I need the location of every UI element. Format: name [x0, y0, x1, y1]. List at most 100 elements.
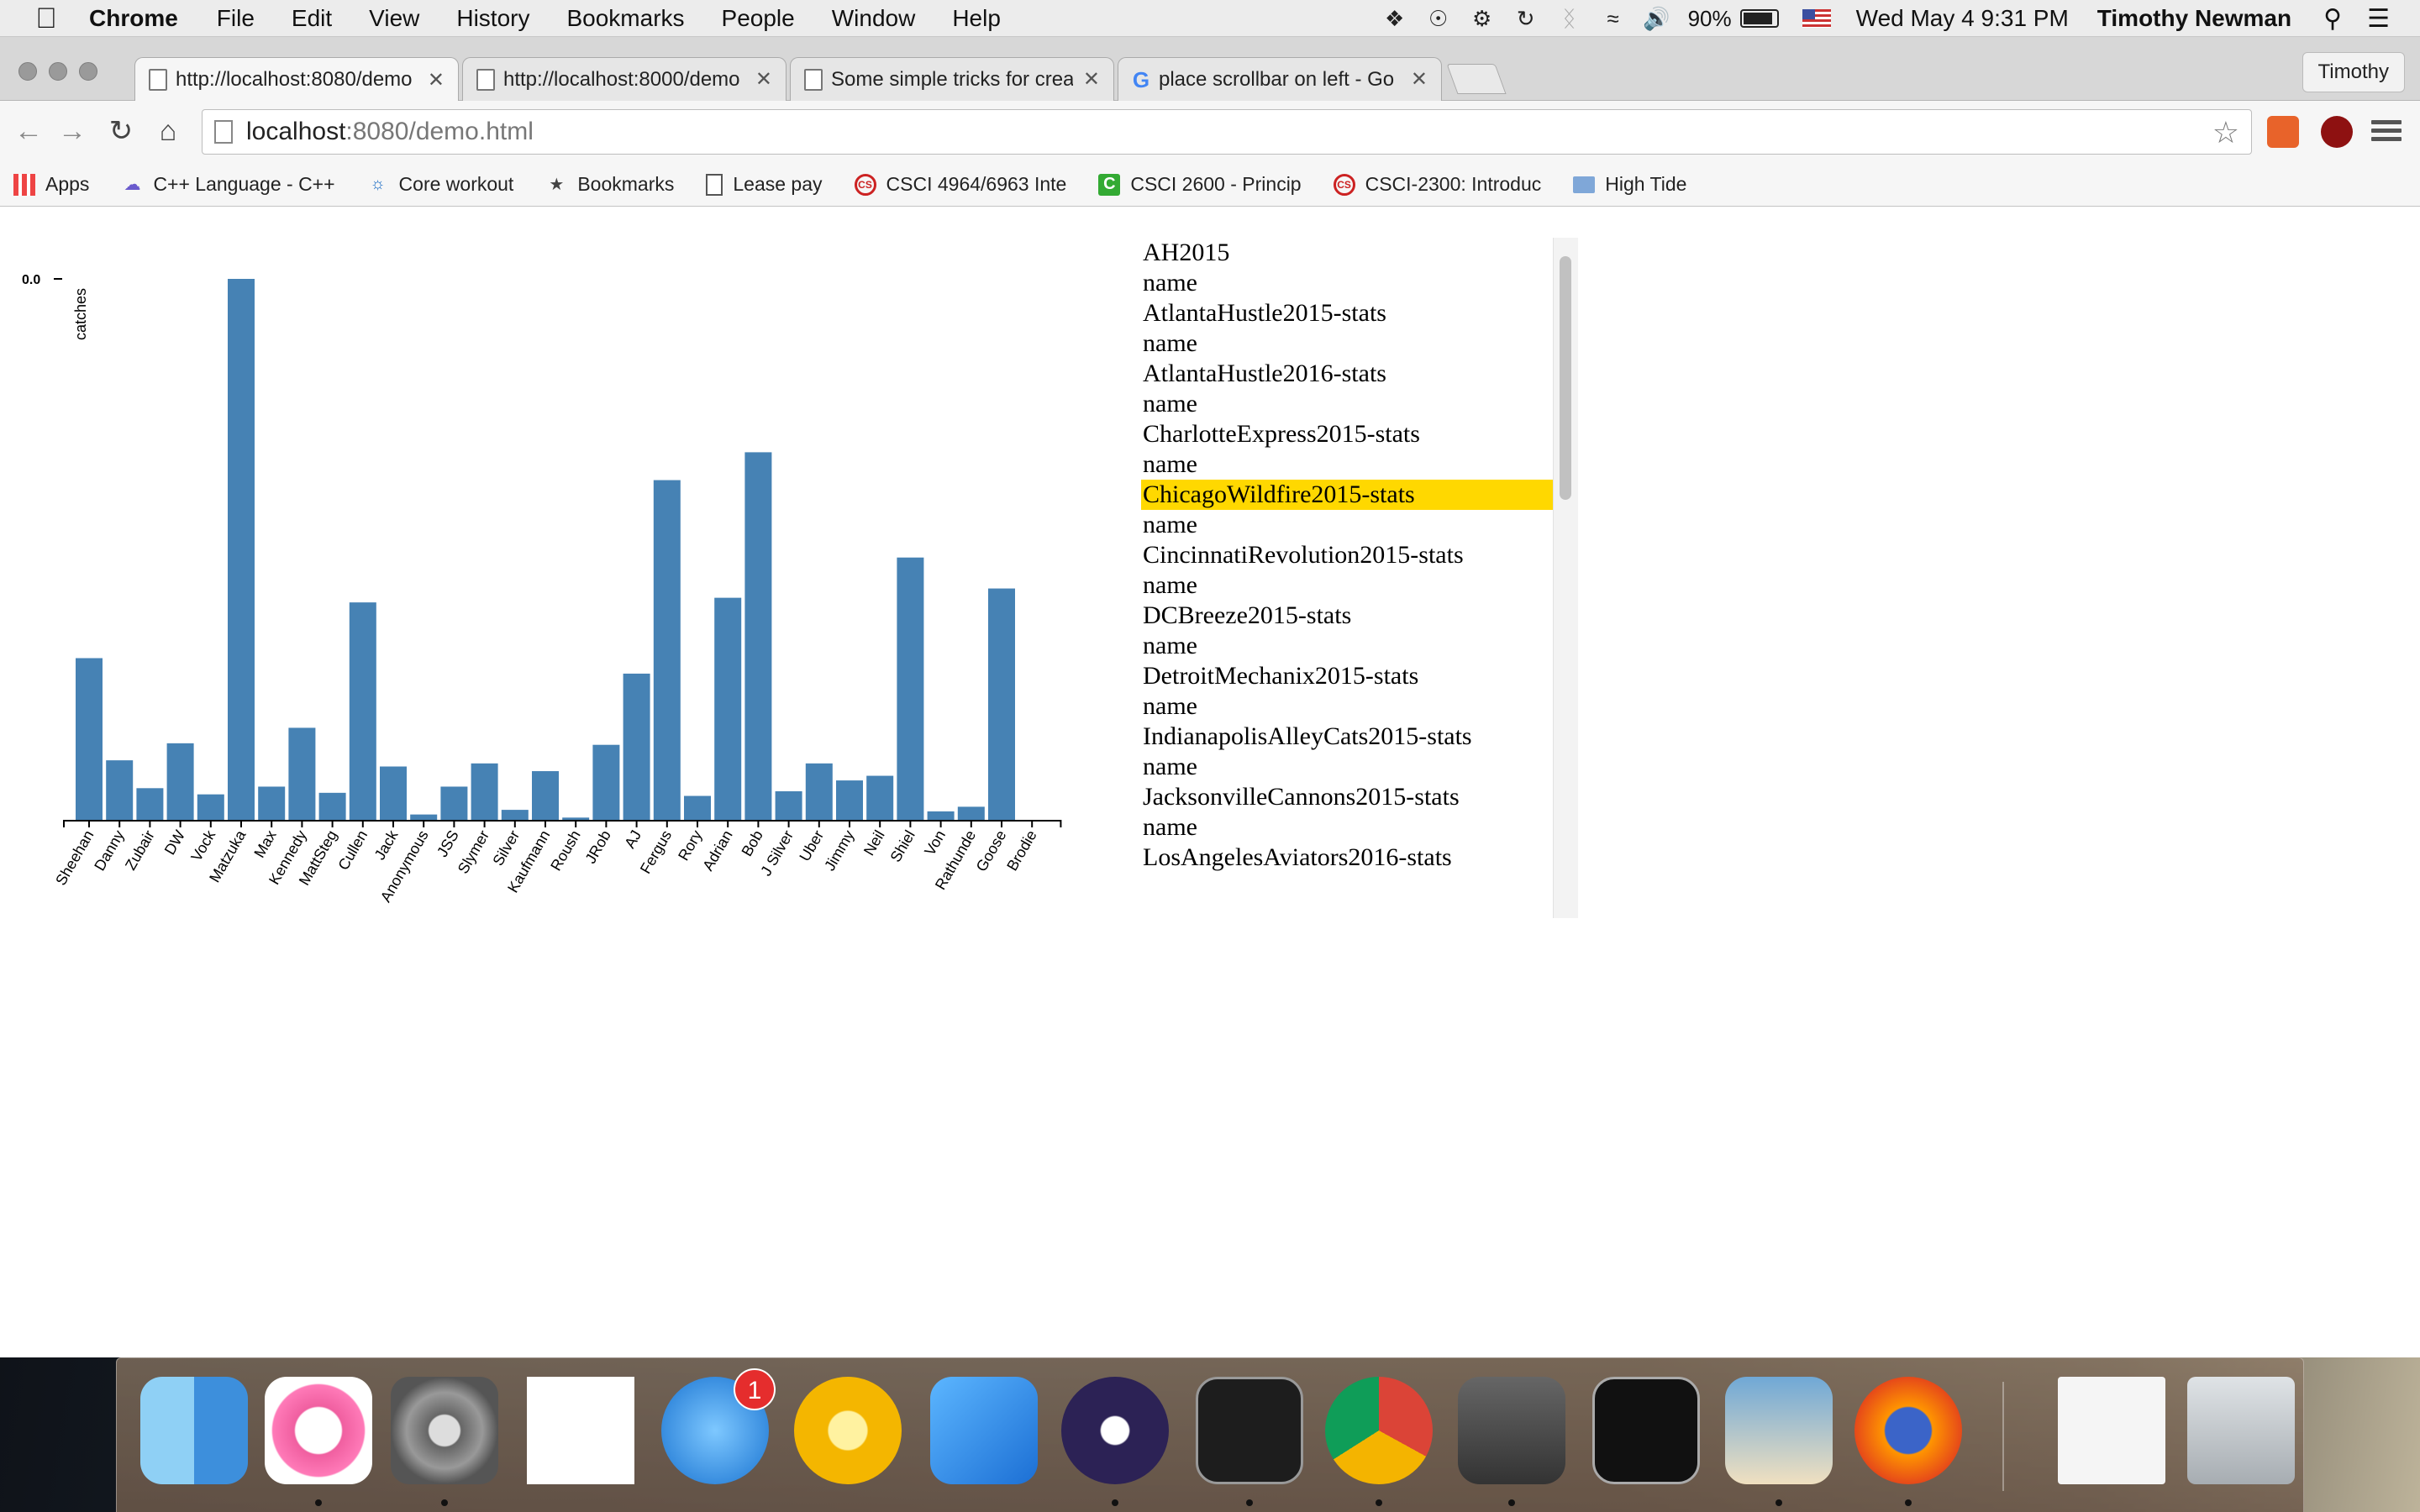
system-preferences-icon[interactable] [391, 1377, 498, 1484]
bookmark-star-icon[interactable]: ☆ [2212, 115, 2239, 150]
page-icon [149, 69, 167, 91]
extension-icon[interactable] [2267, 116, 2299, 148]
list-item[interactable]: CharlotteExpress2015-stats [1143, 420, 1420, 448]
list-item[interactable]: AH2015 [1143, 239, 1230, 266]
document-icon[interactable] [2058, 1377, 2165, 1484]
itunes-icon[interactable] [265, 1377, 372, 1484]
chrome-icon[interactable] [1325, 1377, 1433, 1484]
page-info-icon[interactable] [214, 120, 233, 144]
menu-app-name[interactable]: Chrome [89, 4, 178, 31]
bookmark-csci-2600[interactable]: C CSCI 2600 - Princip [1098, 173, 1302, 196]
list-scrollbar[interactable] [1553, 238, 1578, 918]
bar-kennedy [288, 727, 316, 821]
minimize-window-button[interactable] [49, 62, 67, 81]
bookmark-cpp[interactable]: ☁ C++ Language - C++ [121, 173, 334, 196]
reload-icon[interactable]: ↻ [108, 115, 134, 147]
menu-bookmarks[interactable]: Bookmarks [566, 4, 685, 31]
x-tick-label: Rory [675, 827, 705, 864]
file-list-panel[interactable]: AH2015 name AtlantaHustle2015-stats name Atl… [1141, 238, 1578, 918]
bookmark-apps[interactable]: Apps [13, 173, 89, 196]
list-item[interactable]: JacksonvilleCannons2015-stats [1143, 783, 1460, 811]
menu-user-name[interactable]: Timothy Newman [2096, 5, 2292, 31]
bookmark-csci-2300[interactable]: CS CSCI-2300: Introduc [1333, 173, 1541, 196]
tab-localhost-8080[interactable]: http://localhost:8080/demo ✕ [134, 57, 459, 102]
wifi-icon[interactable]: ≈ [1607, 5, 1619, 31]
word-icon[interactable] [527, 1377, 634, 1484]
menu-clock[interactable]: Wed May 4 9:31 PM [1855, 5, 2069, 31]
list-item[interactable]: DetroitMechanix2015-stats [1143, 662, 1419, 690]
input-source-flag-icon[interactable] [1802, 9, 1831, 28]
list-item[interactable]: AtlantaHustle2015-stats [1143, 299, 1386, 327]
bookmark-core-workout[interactable]: ☼ Core workout [367, 173, 513, 196]
menu-history[interactable]: History [456, 4, 530, 31]
terminal-icon[interactable] [1196, 1377, 1303, 1484]
globe-icon[interactable]: ☉ [1428, 5, 1449, 31]
dropbox-icon[interactable]: ❖ [1384, 5, 1405, 31]
activity-monitor-icon[interactable] [1592, 1377, 1700, 1484]
x-tick-label: Max [250, 827, 279, 860]
bookmark-csci-4964[interactable]: CS CSCI 4964/6963 Inte [854, 173, 1066, 196]
list-item-name[interactable]: name [1143, 329, 1197, 357]
list-item[interactable]: IndianapolisAlleyCats2015-stats [1143, 722, 1472, 750]
bookmark-lease-pay[interactable]: Lease pay [706, 173, 823, 196]
new-tab-button[interactable] [1446, 64, 1507, 94]
menu-view[interactable]: View [369, 4, 420, 31]
list-item[interactable]: AtlantaHustle2016-stats [1143, 360, 1386, 387]
close-tab-icon[interactable]: ✕ [755, 68, 772, 91]
volume-icon[interactable]: 🔊 [1643, 5, 1670, 31]
back-icon[interactable]: ← [14, 115, 43, 147]
trash-icon[interactable] [2187, 1377, 2295, 1484]
firefox-icon[interactable] [1854, 1377, 1962, 1484]
preview-icon[interactable] [1725, 1377, 1833, 1484]
bookmark-bookmarks[interactable]: ★ Bookmarks [545, 173, 674, 196]
sublime-text-icon[interactable] [1458, 1377, 1565, 1484]
list-item-name[interactable]: name [1143, 450, 1197, 478]
list-item-name[interactable]: name [1143, 753, 1197, 780]
home-icon[interactable]: ⌂ [159, 115, 177, 147]
outlook-icon[interactable] [794, 1377, 902, 1484]
list-item[interactable]: ChicagoWildfire2015-stats [1141, 480, 1553, 510]
address-bar[interactable]: localhost:8080/demo.html ☆ [202, 109, 2252, 155]
list-item-name[interactable]: name [1143, 571, 1197, 599]
time-machine-icon[interactable]: ↻ [1516, 5, 1535, 31]
spotlight-search-icon[interactable]: ⚲ [2323, 4, 2343, 33]
bluetooth-icon[interactable]: ᛝ [1562, 5, 1576, 31]
tab-localhost-8000[interactable]: http://localhost:8000/demo ✕ [462, 57, 786, 101]
zoom-window-button[interactable] [79, 62, 97, 81]
list-item-name[interactable]: name [1143, 692, 1197, 720]
app-store-icon[interactable]: 1 [661, 1368, 776, 1484]
close-tab-icon[interactable]: ✕ [427, 68, 445, 92]
steam-icon[interactable]: ⚙ [1471, 5, 1492, 31]
list-item[interactable]: LosAngelesAviators2016-stats [1143, 843, 1452, 871]
chrome-menu-icon[interactable] [2371, 116, 2402, 146]
forward-icon[interactable]: → [58, 115, 87, 147]
ublock-icon[interactable] [2321, 116, 2353, 148]
close-window-button[interactable] [18, 62, 37, 81]
list-item-name[interactable]: name [1143, 269, 1197, 297]
eclipse-icon[interactable] [1061, 1377, 1169, 1484]
list-item-name[interactable]: name [1143, 511, 1197, 538]
profile-button[interactable]: Timothy [2302, 52, 2405, 92]
menu-window[interactable]: Window [831, 4, 916, 31]
tab-title: http://localhost:8000/demo [503, 67, 740, 91]
menu-help[interactable]: Help [952, 4, 1001, 31]
list-item-name[interactable]: name [1143, 390, 1197, 417]
close-tab-icon[interactable]: ✕ [1082, 68, 1100, 91]
apple-icon[interactable]:  [32, 4, 60, 33]
tab-place-scrollbar[interactable]: G place scrollbar on left - Go ✕ [1118, 57, 1442, 101]
menu-edit[interactable]: Edit [291, 4, 333, 31]
finder-icon[interactable] [140, 1377, 248, 1484]
list-item[interactable]: CincinnatiRevolution2015-stats [1143, 541, 1464, 569]
scrollbar-thumb[interactable] [1560, 256, 1571, 500]
xcode-icon[interactable] [930, 1377, 1038, 1484]
list-item-name[interactable]: name [1143, 632, 1197, 659]
bookmark-high-tide[interactable]: High Tide [1573, 173, 1686, 196]
menu-file[interactable]: File [216, 4, 255, 31]
menu-people[interactable]: People [721, 4, 795, 31]
tab-simple-tricks[interactable]: Some simple tricks for crea ✕ [790, 57, 1114, 101]
notification-center-icon[interactable]: ☰ [2367, 4, 2390, 33]
list-item[interactable]: DCBreeze2015-stats [1143, 601, 1352, 629]
list-item-name[interactable]: name [1143, 813, 1197, 841]
battery-icon[interactable] [1739, 9, 1779, 28]
close-tab-icon[interactable]: ✕ [1410, 68, 1428, 91]
